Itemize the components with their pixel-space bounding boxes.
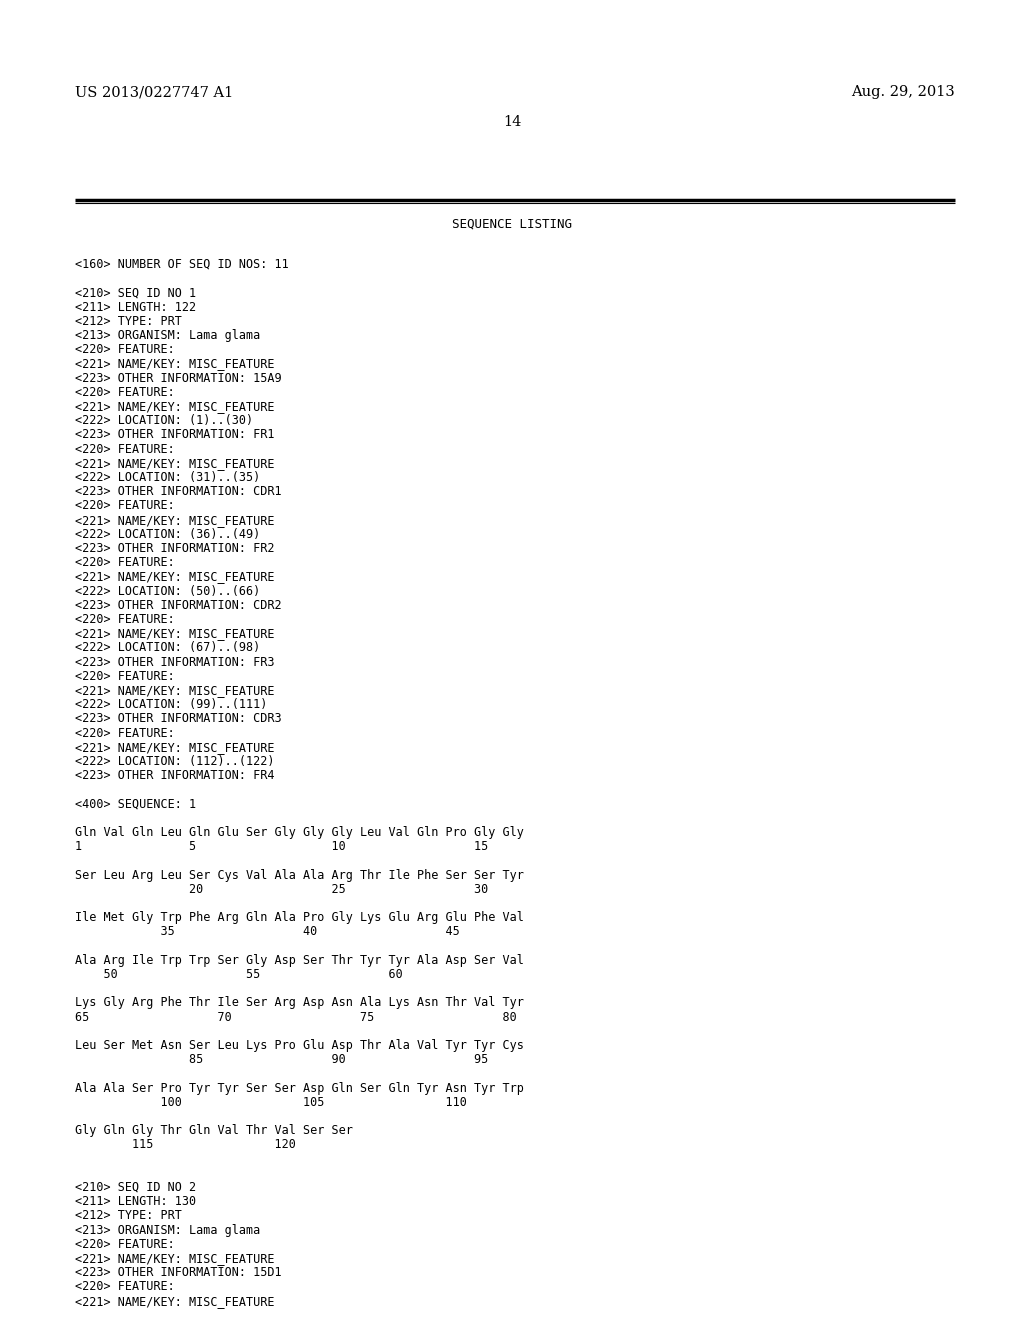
Text: <223> OTHER INFORMATION: FR4: <223> OTHER INFORMATION: FR4 bbox=[75, 770, 274, 783]
Text: 115                 120: 115 120 bbox=[75, 1138, 296, 1151]
Text: 50                  55                  60: 50 55 60 bbox=[75, 968, 402, 981]
Text: <220> FEATURE:: <220> FEATURE: bbox=[75, 556, 175, 569]
Text: <223> OTHER INFORMATION: CDR1: <223> OTHER INFORMATION: CDR1 bbox=[75, 486, 282, 498]
Text: <223> OTHER INFORMATION: FR3: <223> OTHER INFORMATION: FR3 bbox=[75, 656, 274, 669]
Text: Gln Val Gln Leu Gln Glu Ser Gly Gly Gly Leu Val Gln Pro Gly Gly: Gln Val Gln Leu Gln Glu Ser Gly Gly Gly … bbox=[75, 826, 524, 840]
Text: 85                  90                  95: 85 90 95 bbox=[75, 1053, 488, 1067]
Text: 14: 14 bbox=[503, 115, 521, 129]
Text: <222> LOCATION: (36)..(49): <222> LOCATION: (36)..(49) bbox=[75, 528, 260, 541]
Text: <222> LOCATION: (112)..(122): <222> LOCATION: (112)..(122) bbox=[75, 755, 274, 768]
Text: <220> FEATURE:: <220> FEATURE: bbox=[75, 343, 175, 356]
Text: Leu Ser Met Asn Ser Leu Lys Pro Glu Asp Thr Ala Val Tyr Tyr Cys: Leu Ser Met Asn Ser Leu Lys Pro Glu Asp … bbox=[75, 1039, 524, 1052]
Text: Aug. 29, 2013: Aug. 29, 2013 bbox=[851, 84, 955, 99]
Text: <211> LENGTH: 122: <211> LENGTH: 122 bbox=[75, 301, 197, 314]
Text: <221> NAME/KEY: MISC_FEATURE: <221> NAME/KEY: MISC_FEATURE bbox=[75, 741, 274, 754]
Text: Gly Gln Gly Thr Gln Val Thr Val Ser Ser: Gly Gln Gly Thr Gln Val Thr Val Ser Ser bbox=[75, 1125, 353, 1138]
Text: <212> TYPE: PRT: <212> TYPE: PRT bbox=[75, 314, 182, 327]
Text: <220> FEATURE:: <220> FEATURE: bbox=[75, 612, 175, 626]
Text: <160> NUMBER OF SEQ ID NOS: 11: <160> NUMBER OF SEQ ID NOS: 11 bbox=[75, 257, 289, 271]
Text: <222> LOCATION: (1)..(30): <222> LOCATION: (1)..(30) bbox=[75, 414, 253, 428]
Text: <220> FEATURE:: <220> FEATURE: bbox=[75, 499, 175, 512]
Text: 100                 105                 110: 100 105 110 bbox=[75, 1096, 467, 1109]
Text: <223> OTHER INFORMATION: 15A9: <223> OTHER INFORMATION: 15A9 bbox=[75, 372, 282, 384]
Text: <223> OTHER INFORMATION: FR1: <223> OTHER INFORMATION: FR1 bbox=[75, 429, 274, 441]
Text: <213> ORGANISM: Lama glama: <213> ORGANISM: Lama glama bbox=[75, 1224, 260, 1237]
Text: 20                  25                  30: 20 25 30 bbox=[75, 883, 488, 896]
Text: <220> FEATURE:: <220> FEATURE: bbox=[75, 1238, 175, 1251]
Text: Ile Met Gly Trp Phe Arg Gln Ala Pro Gly Lys Glu Arg Glu Phe Val: Ile Met Gly Trp Phe Arg Gln Ala Pro Gly … bbox=[75, 911, 524, 924]
Text: <211> LENGTH: 130: <211> LENGTH: 130 bbox=[75, 1195, 197, 1208]
Text: <220> FEATURE:: <220> FEATURE: bbox=[75, 385, 175, 399]
Text: <400> SEQUENCE: 1: <400> SEQUENCE: 1 bbox=[75, 797, 197, 810]
Text: <222> LOCATION: (50)..(66): <222> LOCATION: (50)..(66) bbox=[75, 585, 260, 598]
Text: <220> FEATURE:: <220> FEATURE: bbox=[75, 442, 175, 455]
Text: <223> OTHER INFORMATION: CDR2: <223> OTHER INFORMATION: CDR2 bbox=[75, 599, 282, 611]
Text: 35                  40                  45: 35 40 45 bbox=[75, 925, 460, 939]
Text: <221> NAME/KEY: MISC_FEATURE: <221> NAME/KEY: MISC_FEATURE bbox=[75, 684, 274, 697]
Text: <220> FEATURE:: <220> FEATURE: bbox=[75, 726, 175, 739]
Text: <223> OTHER INFORMATION: FR2: <223> OTHER INFORMATION: FR2 bbox=[75, 543, 274, 554]
Text: <210> SEQ ID NO 1: <210> SEQ ID NO 1 bbox=[75, 286, 197, 300]
Text: SEQUENCE LISTING: SEQUENCE LISTING bbox=[452, 218, 572, 231]
Text: Ala Ala Ser Pro Tyr Tyr Ser Ser Asp Gln Ser Gln Tyr Asn Tyr Trp: Ala Ala Ser Pro Tyr Tyr Ser Ser Asp Gln … bbox=[75, 1081, 524, 1094]
Text: Ser Leu Arg Leu Ser Cys Val Ala Ala Arg Thr Ile Phe Ser Ser Tyr: Ser Leu Arg Leu Ser Cys Val Ala Ala Arg … bbox=[75, 869, 524, 882]
Text: <213> ORGANISM: Lama glama: <213> ORGANISM: Lama glama bbox=[75, 329, 260, 342]
Text: <221> NAME/KEY: MISC_FEATURE: <221> NAME/KEY: MISC_FEATURE bbox=[75, 513, 274, 527]
Text: <221> NAME/KEY: MISC_FEATURE: <221> NAME/KEY: MISC_FEATURE bbox=[75, 358, 274, 371]
Text: 1               5                   10                  15: 1 5 10 15 bbox=[75, 841, 488, 853]
Text: <221> NAME/KEY: MISC_FEATURE: <221> NAME/KEY: MISC_FEATURE bbox=[75, 1251, 274, 1265]
Text: <221> NAME/KEY: MISC_FEATURE: <221> NAME/KEY: MISC_FEATURE bbox=[75, 457, 274, 470]
Text: 65                  70                  75                  80: 65 70 75 80 bbox=[75, 1011, 517, 1023]
Text: <210> SEQ ID NO 2: <210> SEQ ID NO 2 bbox=[75, 1181, 197, 1195]
Text: <221> NAME/KEY: MISC_FEATURE: <221> NAME/KEY: MISC_FEATURE bbox=[75, 627, 274, 640]
Text: <221> NAME/KEY: MISC_FEATURE: <221> NAME/KEY: MISC_FEATURE bbox=[75, 570, 274, 583]
Text: <222> LOCATION: (67)..(98): <222> LOCATION: (67)..(98) bbox=[75, 642, 260, 655]
Text: Ala Arg Ile Trp Trp Ser Gly Asp Ser Thr Tyr Tyr Ala Asp Ser Val: Ala Arg Ile Trp Trp Ser Gly Asp Ser Thr … bbox=[75, 954, 524, 966]
Text: <212> TYPE: PRT: <212> TYPE: PRT bbox=[75, 1209, 182, 1222]
Text: <222> LOCATION: (99)..(111): <222> LOCATION: (99)..(111) bbox=[75, 698, 267, 711]
Text: <223> OTHER INFORMATION: 15D1: <223> OTHER INFORMATION: 15D1 bbox=[75, 1266, 282, 1279]
Text: <221> NAME/KEY: MISC_FEATURE: <221> NAME/KEY: MISC_FEATURE bbox=[75, 400, 274, 413]
Text: <223> OTHER INFORMATION: CDR3: <223> OTHER INFORMATION: CDR3 bbox=[75, 713, 282, 726]
Text: <220> FEATURE:: <220> FEATURE: bbox=[75, 669, 175, 682]
Text: <222> LOCATION: (31)..(35): <222> LOCATION: (31)..(35) bbox=[75, 471, 260, 484]
Text: Lys Gly Arg Phe Thr Ile Ser Arg Asp Asn Ala Lys Asn Thr Val Tyr: Lys Gly Arg Phe Thr Ile Ser Arg Asp Asn … bbox=[75, 997, 524, 1010]
Text: US 2013/0227747 A1: US 2013/0227747 A1 bbox=[75, 84, 233, 99]
Text: <221> NAME/KEY: MISC_FEATURE: <221> NAME/KEY: MISC_FEATURE bbox=[75, 1295, 274, 1308]
Text: <220> FEATURE:: <220> FEATURE: bbox=[75, 1280, 175, 1294]
